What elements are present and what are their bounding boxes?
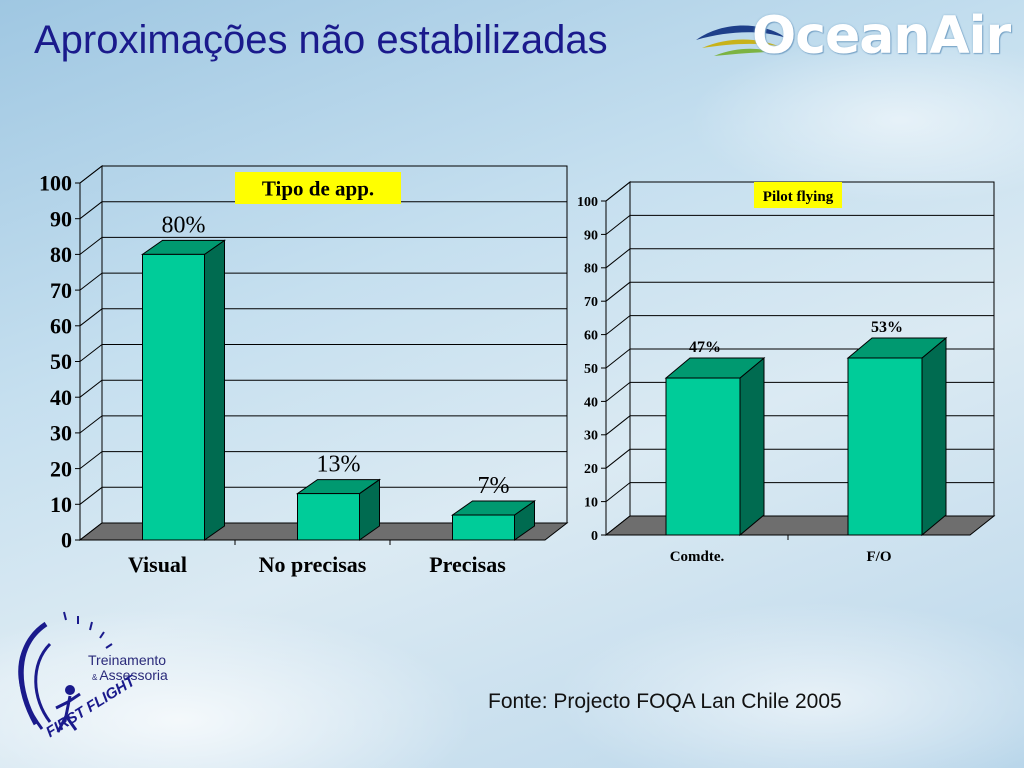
chart2-ytick-label: 50 xyxy=(584,362,598,377)
chart2-ytick-label: 40 xyxy=(584,395,598,410)
chart1-gridline-side xyxy=(79,308,103,327)
ff-line2: Assessoria xyxy=(99,667,168,683)
first-flight-emblem-icon xyxy=(18,611,113,733)
chart2-bar-side xyxy=(739,356,765,537)
chart1-ytick-label: 40 xyxy=(50,385,72,410)
chart2-ytick-label: 20 xyxy=(584,462,598,477)
chart2-gridline-side xyxy=(605,315,631,335)
chart2-ytick-label: 10 xyxy=(584,496,598,511)
chart1-ytick-label: 100 xyxy=(39,171,72,196)
chart2-ytick-label: 30 xyxy=(584,429,598,444)
chart2-gridline-side xyxy=(605,448,631,469)
chart2-data-label: 53% xyxy=(871,319,903,336)
chart2-ytick-label: 0 xyxy=(591,529,598,544)
chart1-title: Tipo de app. xyxy=(262,177,374,201)
chart1-ytick-label: 70 xyxy=(50,278,72,303)
chart2-category-label: Comdte. xyxy=(670,549,725,565)
chart2-bar-side xyxy=(921,336,947,537)
chart2-ytick-label: 80 xyxy=(584,262,598,277)
chart2-gridline-side xyxy=(605,348,631,369)
chart2-gridline-side xyxy=(605,248,631,269)
chart2-ytick-label: 70 xyxy=(584,295,598,310)
chart1-bar xyxy=(142,253,205,541)
ff-amp: & xyxy=(92,673,98,682)
chart1-data-label: 80% xyxy=(162,212,206,238)
chart2-gridline-side xyxy=(605,382,631,402)
chart1-gridline-side xyxy=(79,237,103,255)
chart1-data-label: 13% xyxy=(317,452,361,478)
chart1-gridline-side xyxy=(79,486,103,505)
chart1-category-label: Precisas xyxy=(429,552,506,577)
chart2-title-box xyxy=(754,182,842,208)
chart1-ytick-label: 20 xyxy=(50,456,72,481)
chart2-gridline-side xyxy=(605,215,631,235)
chart1-gridline-side xyxy=(79,379,103,398)
chart1-bar xyxy=(452,514,515,541)
chart1-ytick-label: 0 xyxy=(61,528,72,553)
chart1-bar-side xyxy=(204,239,225,541)
chart1-ytick-label: 30 xyxy=(50,421,72,446)
chart-tipo-de-app: 0 10 20 30 40 50 60 70 80 90 100 80% Visual 13% No pre… xyxy=(39,164,569,577)
chart2-ytick-label: 100 xyxy=(577,195,598,210)
chart2-ytick-label: 60 xyxy=(584,329,598,344)
chart2-bar xyxy=(665,377,741,536)
chart1-ytick-label: 60 xyxy=(50,314,72,339)
chart1-ytick-label: 50 xyxy=(50,349,72,374)
chart-pilot-flying: 0 10 20 30 40 50 60 70 80 90 100 47% Comdte. 53% F/O Pi… xyxy=(577,180,996,565)
chart1-gridline-side xyxy=(79,451,103,469)
oceanair-swoosh-icon xyxy=(696,25,786,56)
chart1-gridline-side xyxy=(79,201,103,220)
chart2-gridline-side xyxy=(605,482,631,502)
chart1-bar xyxy=(297,493,360,541)
chart2-gridline-side xyxy=(605,181,631,202)
ff-line1: Treinamento xyxy=(88,652,167,668)
slide-title: Aproximações não estabilizadas xyxy=(34,18,608,62)
source-note: Fonte: Projecto FOQA Lan Chile 2005 xyxy=(488,690,842,713)
chart2-ytick-label: 90 xyxy=(584,228,598,243)
chart1-gridline-side xyxy=(79,272,103,291)
chart1-category-label: Visual xyxy=(128,552,187,577)
chart2-title: Pilot flying xyxy=(763,189,834,205)
chart1-ytick-label: 10 xyxy=(50,492,72,517)
chart2-data-label: 47% xyxy=(689,339,721,356)
chart1-gridline-side xyxy=(79,344,103,362)
oceanair-wordmark: OceanAir xyxy=(752,6,1011,66)
chart1-title-box xyxy=(235,172,401,204)
chart1-data-label: 7% xyxy=(478,473,510,499)
chart2-category-label: F/O xyxy=(867,549,892,565)
chart1-ytick-label: 80 xyxy=(50,242,72,267)
chart1-ytick-label: 90 xyxy=(50,206,72,231)
chart2-bar xyxy=(847,357,923,536)
chart2-gridline-side xyxy=(605,281,631,302)
chart1-gridline-side xyxy=(79,415,103,434)
chart2-gridline-side xyxy=(605,415,631,436)
chart1-category-label: No precisas xyxy=(259,552,367,577)
chart1-gridline-side xyxy=(79,165,103,184)
